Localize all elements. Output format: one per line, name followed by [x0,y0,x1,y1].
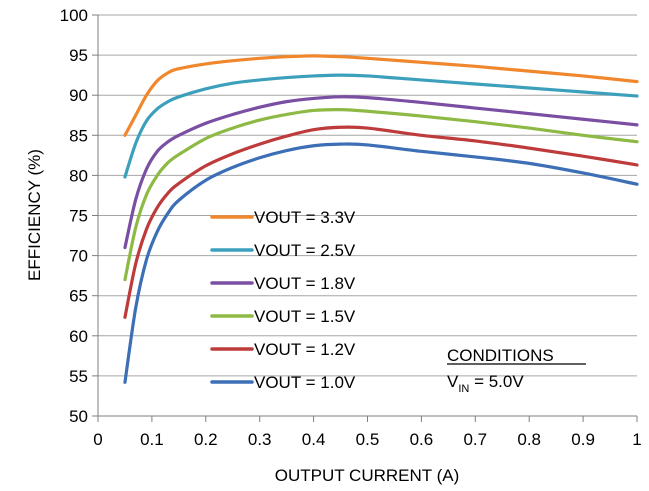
y-tick-label: 75 [69,207,88,226]
x-tick-label: 1 [632,430,641,449]
y-tick-label: 85 [69,126,88,145]
legend-label-vout-1-2v: VOUT = 1.2V [254,340,356,359]
conditions-vin: VIN = 5.0V [447,372,524,395]
legend-label-vout-1-8v: VOUT = 1.8V [254,274,356,293]
y-tick-label: 95 [69,46,88,65]
series-line-vout-1-0v [123,142,639,384]
series-line-vout-2-5v [123,73,639,179]
y-tick-label: 65 [69,287,88,306]
x-tick-label: 0.4 [302,430,326,449]
axis-layer: 50 55 60 65 70 75 80 85 90 95 100 0 0.1 0.2 0.3 0.4 0.5 0… [60,6,642,449]
legend-label-vout-1-0v: VOUT = 1.0V [254,373,356,392]
y-tick-label: 55 [69,367,88,386]
y-tick-label: 50 [69,407,88,426]
series-line-vout-1-8v [123,95,639,250]
series-line-vout-1-5v [123,107,639,282]
y-tick-label: 100 [60,6,88,25]
legend: VOUT = 3.3V VOUT = 2.5V VOUT = 1.8V VOUT = … [210,208,356,392]
x-tick-label: 0.9 [571,430,595,449]
x-tick-label: 0.1 [140,430,164,449]
x-tick-label: 0.2 [194,430,218,449]
y-tick-label: 60 [69,327,88,346]
legend-label-vout-2-5v: VOUT = 2.5V [254,241,356,260]
x-tick-label: 0.8 [517,430,541,449]
y-tick-label: 90 [69,86,88,105]
x-tick-label: 0.7 [463,430,487,449]
x-tick-label: 0 [93,430,102,449]
y-tick-label: 70 [69,247,88,266]
y-axis-title: EFFICIENCY (%) [25,149,44,281]
conditions-title: CONDITIONS [447,346,554,365]
series-layer [123,54,639,384]
x-tick-label: 0.6 [410,430,434,449]
legend-label-vout-1-5v: VOUT = 1.5V [254,307,356,326]
conditions-vin-symbol: V [447,372,459,391]
series-line-vout-1-2v [123,125,639,319]
y-tick-label: 80 [69,166,88,185]
x-axis-title: OUTPUT CURRENT (A) [275,466,460,485]
conditions-vin-value: = 5.0V [469,372,524,391]
series-line-vout-3-3v [123,54,639,137]
x-tick-label: 0.5 [356,430,380,449]
conditions-vin-subscript: IN [458,383,469,395]
x-tick-label: 0.3 [248,430,272,449]
conditions-annotation: CONDITIONS VIN = 5.0V [447,346,586,395]
legend-label-vout-3-3v: VOUT = 3.3V [254,208,356,227]
